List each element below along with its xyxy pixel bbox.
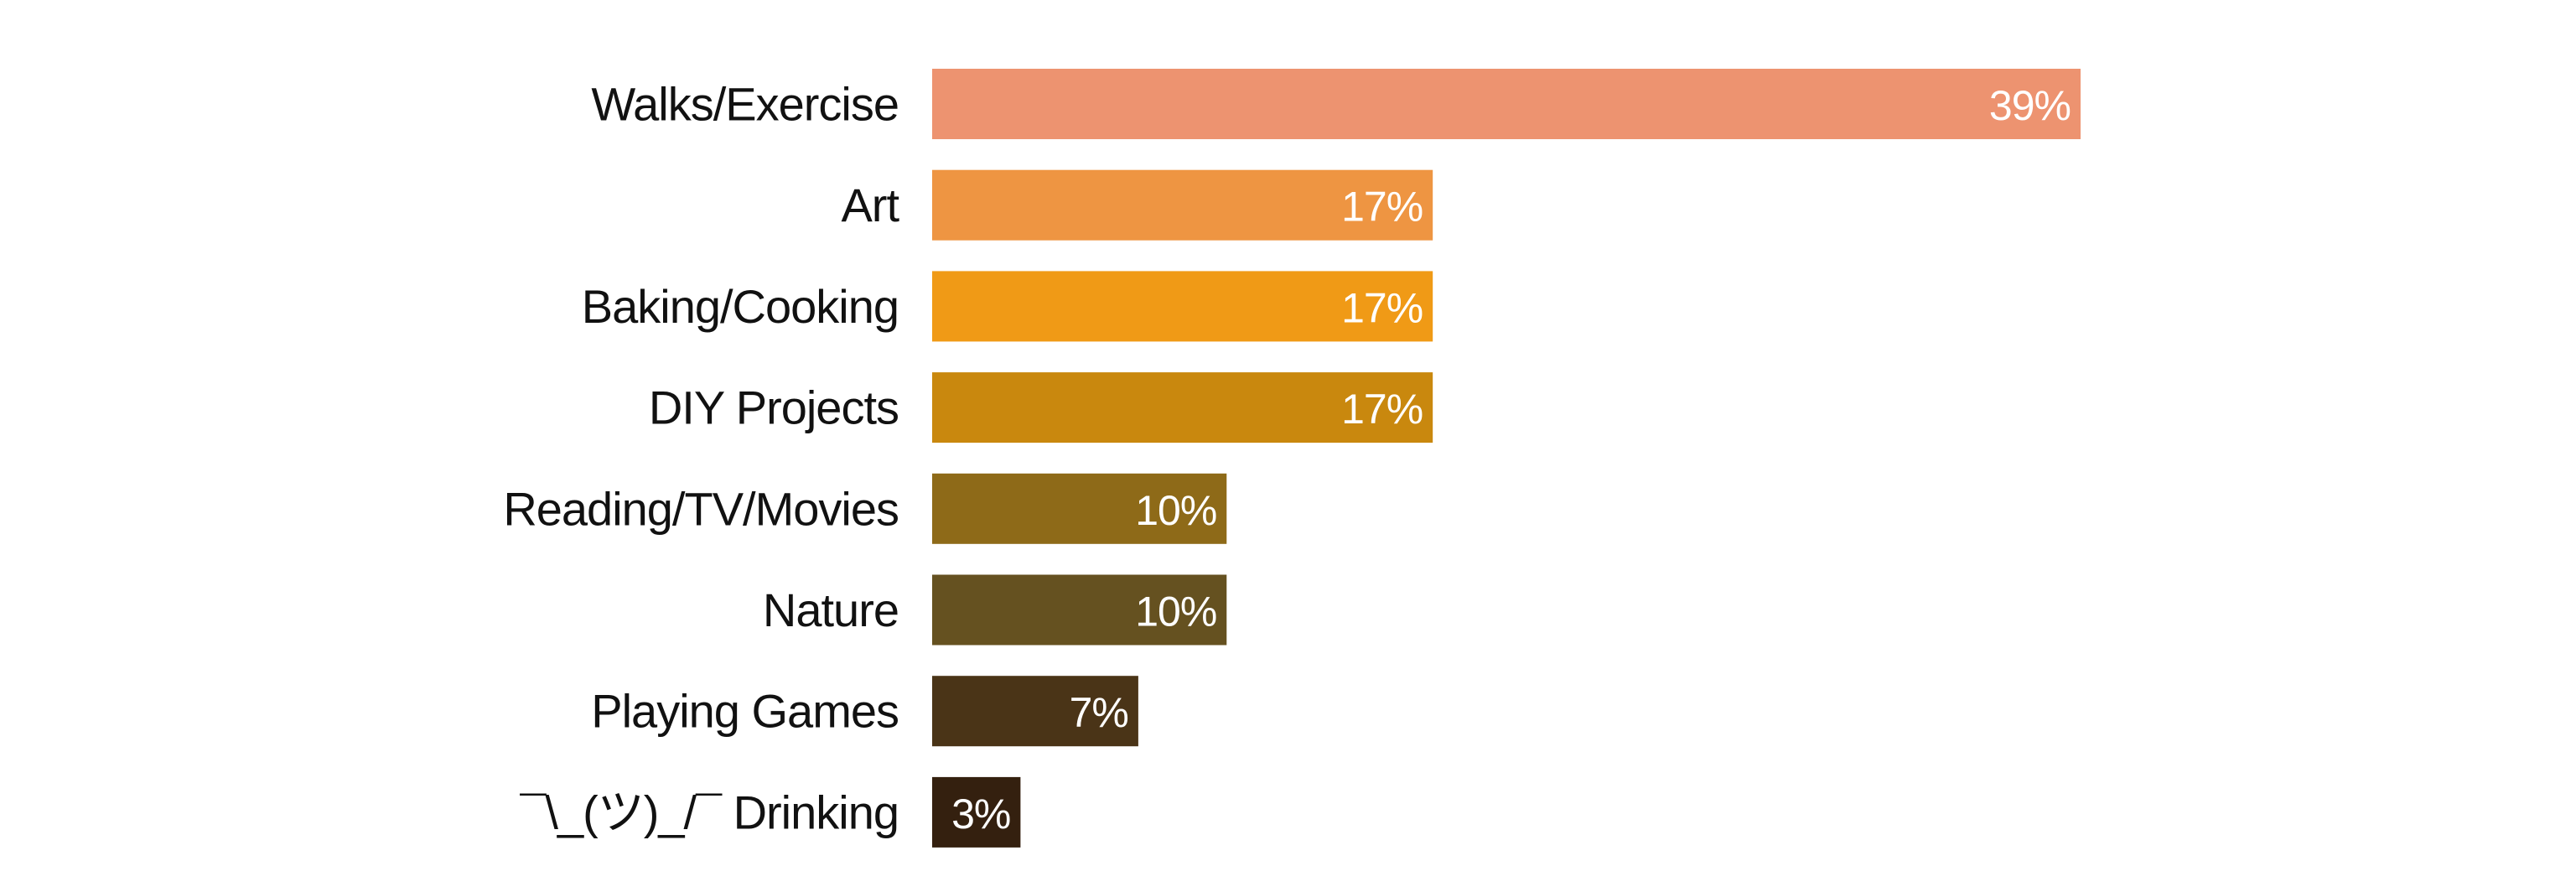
- category-label: Playing Games: [591, 685, 899, 738]
- bar: [932, 271, 1433, 342]
- category-label: Walks/Exercise: [591, 78, 899, 131]
- value-label: 17%: [1341, 284, 1423, 331]
- value-label: 17%: [1341, 184, 1423, 231]
- bars-group: Walks/Exercise 39% Art 17% Baking/Cooking 17%…: [503, 69, 2081, 848]
- category-label: ¯\_(ツ)_/¯ Drinking: [519, 786, 899, 838]
- bar: [932, 676, 1138, 747]
- bar: [932, 69, 2081, 139]
- bar: [932, 169, 1433, 241]
- value-label: 7%: [1070, 689, 1128, 736]
- value-label: 17%: [1341, 386, 1423, 433]
- value-label: 39%: [1989, 82, 2071, 129]
- category-label: Nature: [763, 583, 899, 636]
- value-label: 3%: [951, 791, 1010, 838]
- value-label: 10%: [1135, 589, 1216, 635]
- bar: [932, 776, 1021, 848]
- bar: [932, 473, 1227, 544]
- category-label: Baking/Cooking: [582, 280, 899, 333]
- category-label: Art: [841, 179, 899, 231]
- category-label: DIY Projects: [649, 381, 899, 434]
- category-label: Reading/TV/Movies: [503, 482, 899, 535]
- bar: [932, 574, 1227, 646]
- value-label: 10%: [1135, 487, 1216, 534]
- bar: [932, 372, 1433, 443]
